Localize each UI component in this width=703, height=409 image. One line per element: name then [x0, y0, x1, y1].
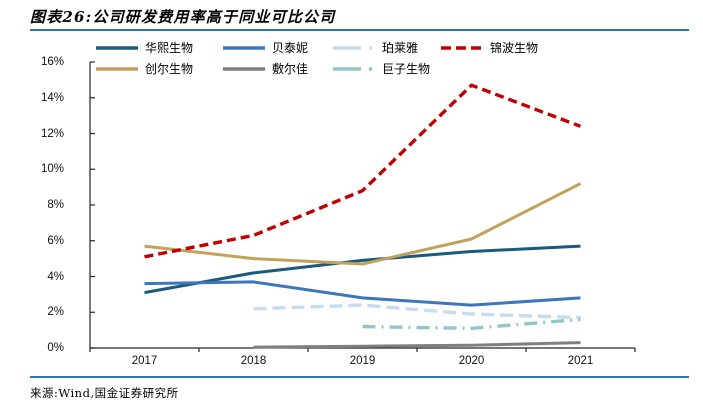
- legend-item: 华熙生物: [95, 40, 193, 56]
- legend-label: 贝泰妮: [272, 41, 309, 55]
- legend-marker-line: [223, 67, 265, 71]
- series-line: [253, 341, 581, 349]
- legend-item: 敷尔佳: [222, 61, 308, 77]
- legend-item: 珀莱雅: [332, 40, 418, 56]
- legend-marker-line: [96, 67, 138, 71]
- x-axis-tick-label: 2019: [349, 355, 376, 367]
- chart-series-lines: [144, 83, 582, 349]
- legend-label: 敷尔佳: [272, 62, 309, 76]
- legend-label: 珀莱雅: [382, 41, 419, 55]
- y-axis-tick-label: 16%: [40, 56, 64, 68]
- legend-label: 华熙生物: [145, 41, 194, 55]
- legend-item: 创尔生物: [95, 61, 193, 77]
- chart-axes: [89, 61, 636, 352]
- series-line: [144, 182, 582, 266]
- y-axis-tick-label: 2%: [47, 306, 64, 319]
- legend-label: 巨子生物: [382, 62, 431, 76]
- y-axis-tick-label: 6%: [47, 234, 64, 247]
- x-axis-tick-label: 2021: [567, 355, 594, 367]
- x-axis-tick-label: 2018: [240, 355, 267, 367]
- series-line: [144, 244, 581, 295]
- legend-marker-line: [441, 46, 483, 50]
- chart-title: 图表26:公司研发费用率高于同业可比公司: [30, 8, 336, 26]
- x-axis-tick-label: 2020: [458, 355, 485, 367]
- chart-legend: 华熙生物 贝泰妮 珀莱雅 锦波生物创尔生物 敷尔佳 巨子生物: [0, 0, 703, 80]
- series-line: [144, 280, 581, 307]
- figure-bottom-rule: [30, 376, 689, 378]
- series-line: [362, 317, 581, 330]
- series-line: [253, 303, 581, 320]
- legend-item: 贝泰妮: [222, 40, 308, 56]
- source-note: 来源:Wind,国金证券研究所: [30, 386, 179, 400]
- title-underline-rule: [30, 29, 689, 31]
- y-axis-tick-label: 12%: [40, 127, 64, 140]
- legend-item: 巨子生物: [332, 61, 430, 77]
- legend-marker-line: [96, 46, 138, 50]
- y-axis-tick-label: 14%: [40, 91, 64, 104]
- series-line: [144, 83, 582, 259]
- y-axis-tick-label: 10%: [40, 163, 64, 176]
- legend-marker-line: [223, 46, 265, 50]
- legend-marker-line: [333, 46, 375, 50]
- legend-label: 创尔生物: [145, 62, 194, 76]
- legend-label: 锦波生物: [490, 41, 539, 55]
- y-axis-tick-label: 4%: [47, 270, 64, 283]
- legend-marker-line: [333, 67, 375, 71]
- x-axis-tick-label: 2017: [131, 355, 158, 367]
- legend-item: 锦波生物: [440, 40, 538, 56]
- y-axis-tick-label: 0%: [47, 342, 64, 354]
- y-axis-tick-label: 8%: [47, 199, 64, 211]
